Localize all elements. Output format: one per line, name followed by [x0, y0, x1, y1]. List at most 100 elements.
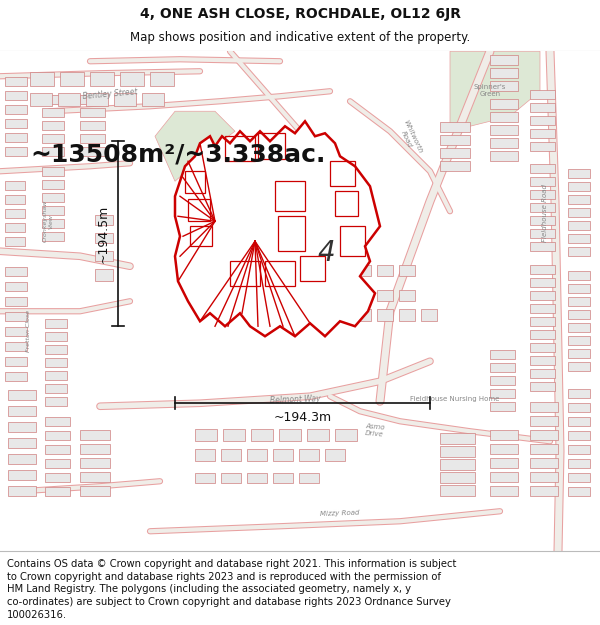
Bar — [399, 290, 415, 301]
Bar — [60, 72, 84, 86]
Bar — [45, 488, 70, 496]
Bar — [95, 215, 113, 225]
Bar — [5, 268, 27, 276]
Text: Asmo
Drive: Asmo Drive — [365, 422, 385, 437]
Bar — [8, 406, 36, 416]
Bar — [490, 68, 518, 78]
Bar — [45, 459, 70, 468]
Bar — [307, 429, 329, 441]
Bar — [490, 55, 518, 65]
Bar — [568, 208, 590, 217]
Bar — [251, 429, 273, 441]
Bar — [195, 473, 215, 483]
Bar — [530, 164, 555, 173]
Bar — [440, 161, 470, 171]
Bar — [530, 369, 555, 378]
Bar — [530, 330, 555, 339]
Bar — [568, 271, 590, 280]
Bar — [42, 168, 64, 176]
Bar — [490, 458, 518, 468]
Bar — [42, 134, 64, 143]
Bar — [568, 403, 590, 412]
Bar — [95, 269, 113, 281]
Bar — [530, 356, 555, 365]
Bar — [5, 298, 27, 306]
Text: Belmont Way: Belmont Way — [269, 394, 320, 405]
Bar — [247, 473, 267, 483]
Bar — [42, 148, 64, 156]
Text: Cronkeyshaw
View: Cronkeyshaw View — [43, 200, 53, 242]
Bar — [490, 350, 515, 359]
Bar — [568, 473, 590, 482]
Bar — [377, 309, 393, 321]
Bar — [490, 125, 518, 135]
Bar — [45, 445, 70, 454]
Bar — [120, 72, 144, 86]
Bar — [195, 449, 215, 461]
Bar — [530, 416, 558, 426]
Bar — [440, 446, 475, 458]
Bar — [335, 429, 357, 441]
Text: HM Land Registry. The polygons (including the associated geometry, namely x, y: HM Land Registry. The polygons (includin… — [7, 584, 411, 594]
Text: ~194.5m: ~194.5m — [97, 204, 110, 263]
Bar — [355, 309, 371, 321]
Bar — [80, 486, 110, 496]
Bar — [490, 81, 518, 91]
Text: Fieldhouse Nursing Home: Fieldhouse Nursing Home — [410, 396, 500, 402]
Bar — [5, 282, 27, 291]
Bar — [490, 376, 515, 385]
Bar — [5, 372, 27, 381]
Text: Map shows position and indicative extent of the property.: Map shows position and indicative extent… — [130, 31, 470, 44]
Bar — [299, 473, 319, 483]
Bar — [490, 99, 518, 109]
Bar — [45, 473, 70, 482]
Bar — [530, 291, 555, 300]
Bar — [5, 312, 27, 321]
Text: Spinner's
Green: Spinner's Green — [474, 84, 506, 98]
Bar — [45, 418, 70, 426]
Bar — [530, 177, 555, 186]
Bar — [86, 93, 108, 106]
Bar — [530, 216, 555, 225]
Bar — [45, 319, 67, 328]
Bar — [42, 95, 64, 104]
Bar — [355, 265, 371, 276]
Bar — [5, 342, 27, 351]
Bar — [568, 389, 590, 398]
Polygon shape — [155, 111, 235, 181]
Bar — [221, 473, 241, 483]
Bar — [80, 121, 105, 130]
Bar — [568, 459, 590, 468]
Bar — [568, 234, 590, 243]
Bar — [8, 470, 36, 480]
Bar — [80, 458, 110, 468]
Bar — [355, 290, 371, 301]
Bar — [490, 430, 518, 440]
Bar — [377, 265, 393, 276]
Bar — [421, 309, 437, 321]
Text: co-ordinates) are subject to Crown copyright and database rights 2023 Ordnance S: co-ordinates) are subject to Crown copyr… — [7, 598, 451, 608]
Bar — [568, 445, 590, 454]
Bar — [80, 95, 105, 104]
Text: Contains OS data © Crown copyright and database right 2021. This information is : Contains OS data © Crown copyright and d… — [7, 559, 457, 569]
Bar — [80, 148, 105, 156]
Bar — [8, 390, 36, 400]
Bar — [568, 323, 590, 332]
Bar — [80, 444, 110, 454]
Bar — [42, 219, 64, 228]
Text: ~194.3m: ~194.3m — [274, 411, 332, 424]
Bar — [42, 108, 64, 118]
Bar — [42, 121, 64, 130]
Bar — [223, 429, 245, 441]
Text: 4: 4 — [318, 239, 335, 268]
Text: Bentley Street: Bentley Street — [82, 88, 138, 101]
Bar — [490, 151, 518, 161]
Bar — [490, 138, 518, 148]
Text: 4, ONE ASH CLOSE, ROCHDALE, OL12 6JR: 4, ONE ASH CLOSE, ROCHDALE, OL12 6JR — [139, 7, 461, 21]
Bar — [568, 169, 590, 178]
Text: Fieldhouse Road: Fieldhouse Road — [542, 184, 548, 242]
Bar — [399, 309, 415, 321]
Bar — [42, 206, 64, 215]
Bar — [568, 298, 590, 306]
Bar — [568, 310, 590, 319]
